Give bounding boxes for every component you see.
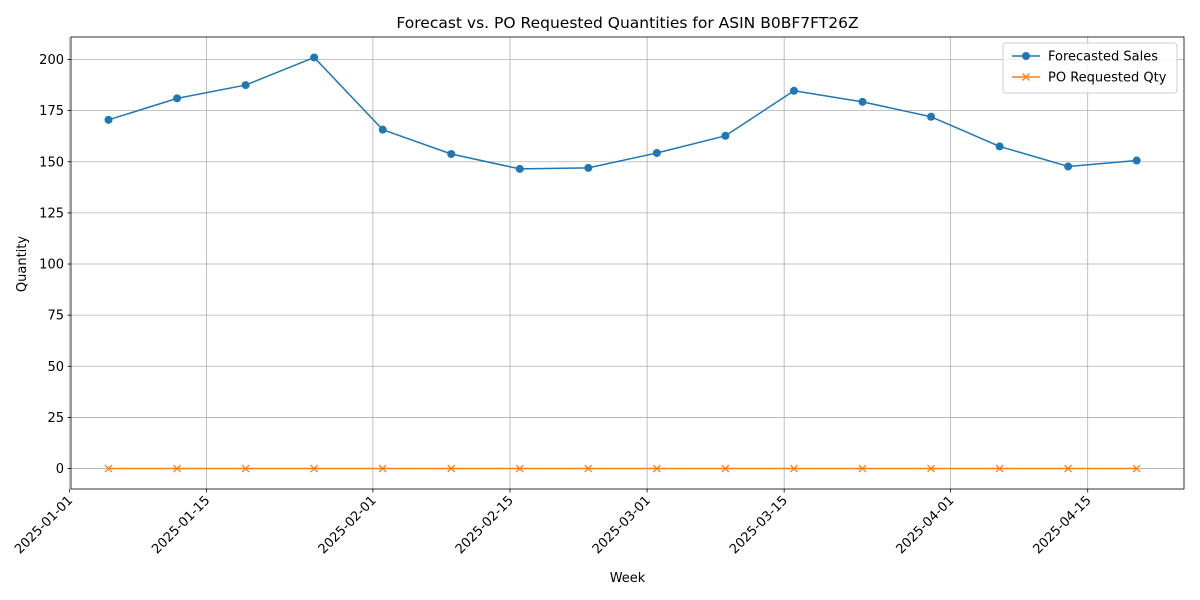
data-point: [790, 464, 798, 473]
data-point: [858, 464, 867, 473]
y-tick-label: 75: [47, 309, 64, 324]
legend-label: Forecasted Sales: [1048, 50, 1158, 65]
data-point: [584, 464, 593, 473]
data-point: [447, 464, 456, 473]
data-point: [652, 148, 661, 157]
data-point: [310, 464, 319, 473]
data-point: [1132, 156, 1141, 165]
y-tick-label: 25: [47, 411, 64, 426]
data-point: [378, 125, 387, 134]
data-point: [995, 142, 1004, 151]
data-point: [1064, 162, 1073, 171]
data-point: [995, 464, 1004, 473]
data-point: [858, 97, 867, 106]
data-point: [721, 464, 730, 473]
data-point: [241, 464, 250, 473]
y-tick-label: 200: [39, 53, 64, 68]
data-point: [104, 464, 113, 473]
y-tick-label: 50: [47, 360, 64, 375]
y-tick-label: 0: [56, 462, 64, 477]
y-tick-label: 175: [39, 104, 64, 119]
legend-box: [1002, 42, 1178, 94]
data-point: [1064, 464, 1073, 473]
data-point: [104, 115, 113, 124]
legend-marker: [1022, 52, 1030, 60]
series-layer: [104, 53, 1141, 473]
data-point: [447, 149, 456, 158]
data-point: [584, 163, 593, 172]
data-point: [241, 81, 250, 90]
plot-frame: [70, 36, 1185, 490]
data-point: [927, 464, 936, 473]
data-point: [927, 112, 936, 121]
data-point: [721, 131, 730, 140]
data-point: [310, 53, 319, 62]
data-point: [378, 464, 387, 473]
y-tick-label: 125: [39, 206, 64, 221]
x-axis-title: Week: [610, 571, 646, 586]
y-axis-title: Quantity: [15, 236, 30, 292]
series-line: [108, 56, 1137, 170]
y-tick-label: 100: [39, 258, 64, 273]
data-point: [173, 464, 182, 473]
data-point: [515, 464, 524, 473]
legend-label: PO Requested Qty: [1048, 71, 1167, 86]
legend: Forecasted Sales PO Requested Qty: [1002, 42, 1178, 94]
data-point: [652, 464, 661, 473]
y-tick-label: 150: [39, 155, 64, 170]
data-point: [515, 164, 524, 173]
data-point: [1132, 464, 1141, 473]
legend-marker: [1022, 73, 1030, 81]
grid: [68, 37, 1184, 489]
data-point: [173, 94, 182, 103]
data-point: [789, 86, 798, 95]
chart-title: Forecast vs. PO Requested Quantities for…: [396, 14, 858, 32]
